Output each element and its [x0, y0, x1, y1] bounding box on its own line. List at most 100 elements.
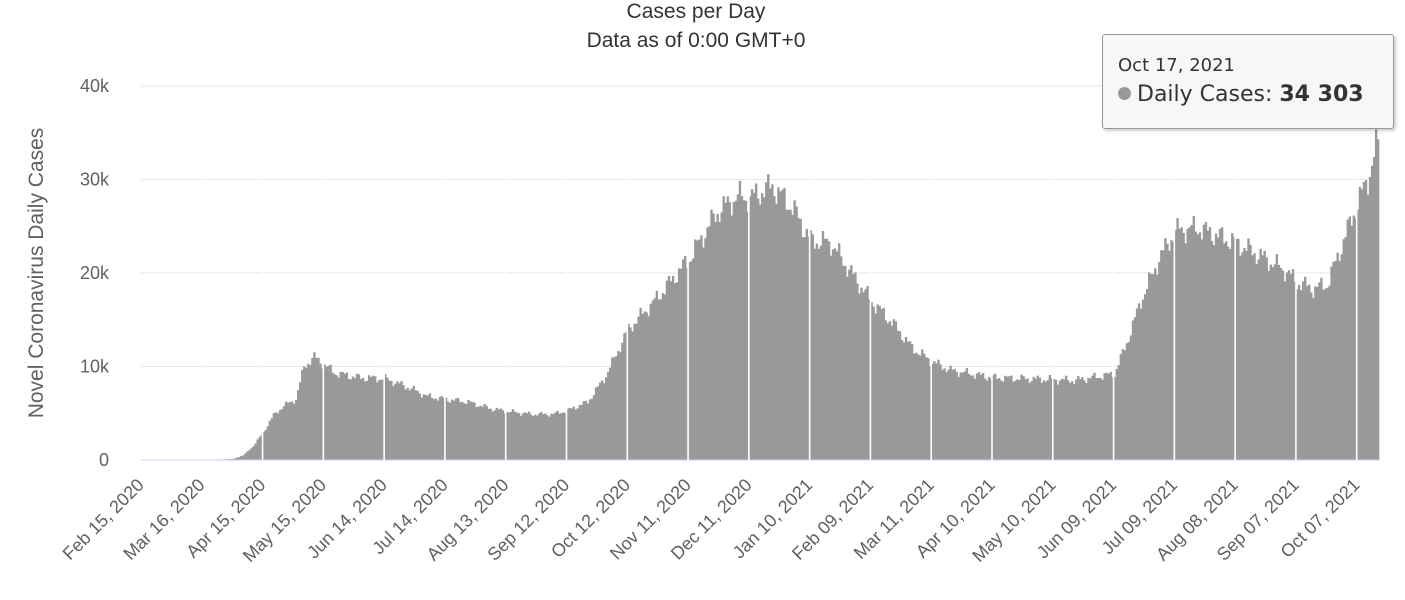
daily-bar	[1052, 378, 1056, 460]
daily-bar	[1222, 243, 1226, 460]
daily-bar	[925, 357, 928, 460]
daily-bar	[596, 386, 600, 460]
daily-bar	[641, 313, 644, 460]
daily-bar	[627, 323, 630, 460]
daily-bar	[236, 457, 239, 460]
daily-bar	[448, 402, 452, 460]
daily-bar	[1073, 383, 1076, 460]
daily-bar	[303, 366, 306, 460]
daily-bar	[1192, 216, 1195, 460]
daily-bar	[286, 402, 290, 460]
daily-bar	[771, 184, 774, 461]
daily-bar	[696, 240, 699, 460]
daily-bar	[856, 283, 859, 460]
daily-bar	[331, 372, 334, 460]
daily-bar	[1330, 266, 1333, 460]
daily-bar	[1206, 230, 1210, 460]
daily-bar	[515, 412, 519, 460]
daily-bar	[327, 365, 330, 460]
daily-bar	[878, 305, 881, 460]
daily-bar	[896, 330, 900, 460]
daily-bar	[438, 396, 442, 460]
daily-bar	[309, 365, 312, 460]
daily-bar	[538, 413, 541, 460]
daily-bar	[611, 357, 614, 460]
daily-bar	[274, 412, 278, 460]
daily-bar	[315, 357, 318, 460]
daily-bar	[1196, 234, 1200, 460]
daily-bar	[684, 256, 687, 460]
daily-bar	[663, 294, 667, 460]
daily-bar	[1372, 157, 1376, 461]
daily-bar	[1160, 250, 1163, 460]
daily-bar	[758, 204, 762, 460]
daily-bar	[1036, 375, 1039, 460]
daily-bar	[795, 206, 798, 460]
daily-bar	[874, 313, 877, 460]
daily-bar	[371, 375, 375, 460]
daily-bar	[623, 333, 626, 460]
daily-bar	[382, 379, 385, 460]
daily-bar	[313, 352, 316, 460]
daily-bar	[829, 255, 833, 460]
daily-bar	[787, 209, 790, 460]
daily-bar	[852, 274, 855, 460]
daily-bar	[580, 404, 584, 460]
daily-bar	[544, 413, 547, 460]
daily-bar	[1186, 228, 1189, 460]
daily-bar	[540, 411, 543, 460]
daily-bar	[1060, 378, 1064, 460]
daily-bar	[858, 293, 861, 460]
daily-bar	[884, 320, 887, 460]
daily-bar	[1180, 227, 1183, 460]
daily-bar	[242, 455, 245, 460]
daily-bar	[1318, 282, 1321, 460]
daily-bar	[1184, 243, 1187, 460]
daily-bar	[517, 413, 521, 460]
daily-bar	[268, 420, 272, 460]
daily-bar	[1158, 261, 1161, 460]
daily-bar	[811, 234, 815, 460]
daily-bar	[872, 306, 875, 460]
daily-bar	[272, 413, 276, 460]
daily-bar	[904, 337, 908, 460]
daily-bar	[250, 448, 253, 460]
y-tick-label: 30k	[80, 170, 110, 190]
daily-bar	[724, 202, 727, 460]
daily-bar	[307, 363, 310, 460]
daily-bar	[548, 416, 551, 460]
daily-bar	[941, 369, 944, 460]
daily-bar	[463, 403, 466, 460]
daily-bar	[629, 327, 632, 460]
daily-bar	[1289, 274, 1293, 460]
daily-bar	[655, 290, 659, 460]
daily-bar	[736, 194, 740, 460]
daily-bar	[1131, 320, 1135, 460]
daily-bar	[1194, 231, 1197, 460]
daily-bar	[1127, 342, 1131, 460]
daily-bar	[292, 403, 296, 460]
daily-bar	[1097, 377, 1100, 460]
daily-bar	[947, 369, 950, 460]
daily-cases-bars[interactable]	[143, 129, 1380, 461]
daily-bar	[722, 196, 725, 460]
daily-bar	[301, 369, 304, 460]
daily-bar	[605, 377, 608, 460]
daily-bar	[532, 416, 535, 460]
daily-bar	[1133, 317, 1137, 460]
daily-bar	[1154, 268, 1157, 460]
daily-bar	[1012, 381, 1015, 460]
daily-bar	[376, 382, 379, 460]
daily-bar	[576, 408, 580, 460]
daily-bar	[1306, 286, 1309, 460]
daily-bar	[1334, 260, 1337, 460]
y-tick-label: 0	[99, 450, 109, 470]
daily-bar	[499, 408, 503, 460]
daily-bar	[1261, 255, 1264, 460]
daily-bar	[667, 276, 671, 460]
daily-bar	[353, 378, 357, 460]
daily-bar	[1324, 288, 1327, 460]
daily-bar	[1302, 281, 1305, 460]
daily-bar	[562, 412, 565, 460]
daily-bar	[369, 377, 373, 460]
